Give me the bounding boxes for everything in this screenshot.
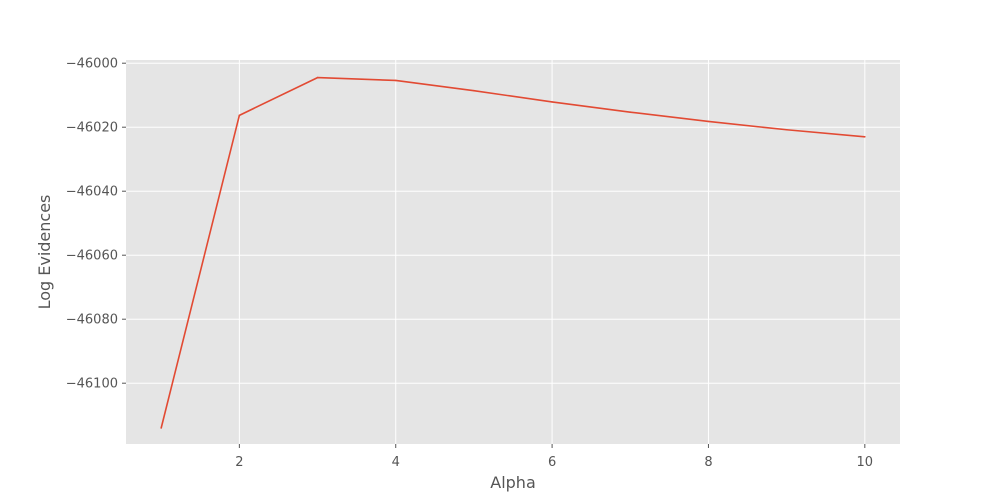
data-point: [864, 136, 866, 138]
data-point: [473, 89, 475, 92]
data-point: [394, 79, 397, 82]
x-tick-label: 10: [857, 455, 874, 470]
data-point: [238, 114, 241, 117]
x-axis-label: Alpha: [490, 473, 536, 492]
series-layer: [160, 76, 866, 429]
y-tick-label: −46020: [66, 121, 118, 136]
y-axis-label: Log Evidences: [35, 195, 54, 310]
data-point: [160, 427, 162, 429]
x-tick-label: 4: [392, 455, 400, 470]
data-point: [707, 120, 710, 123]
x-tick-label: 2: [235, 455, 243, 470]
y-tick-label: −46100: [66, 377, 118, 392]
data-point: [551, 101, 553, 103]
y-tick-label: −46060: [66, 249, 118, 264]
data-point: [316, 76, 319, 79]
x-tick-label: 6: [548, 455, 556, 470]
y-tick-label: −46000: [66, 57, 118, 72]
data-point: [629, 111, 632, 113]
grid-lines: [126, 60, 900, 444]
plot-area: [126, 60, 900, 444]
data-point: [785, 128, 788, 131]
x-axis-ticks: 2 4 6 8 10: [235, 444, 873, 470]
y-tick-label: −46080: [66, 313, 118, 328]
y-tick-label: −46040: [66, 185, 118, 200]
x-tick-label: 8: [704, 455, 712, 470]
y-axis-ticks: −46100 −46080 −46060 −46040 −46020 −46000: [66, 57, 126, 392]
series-line: [160, 76, 865, 429]
